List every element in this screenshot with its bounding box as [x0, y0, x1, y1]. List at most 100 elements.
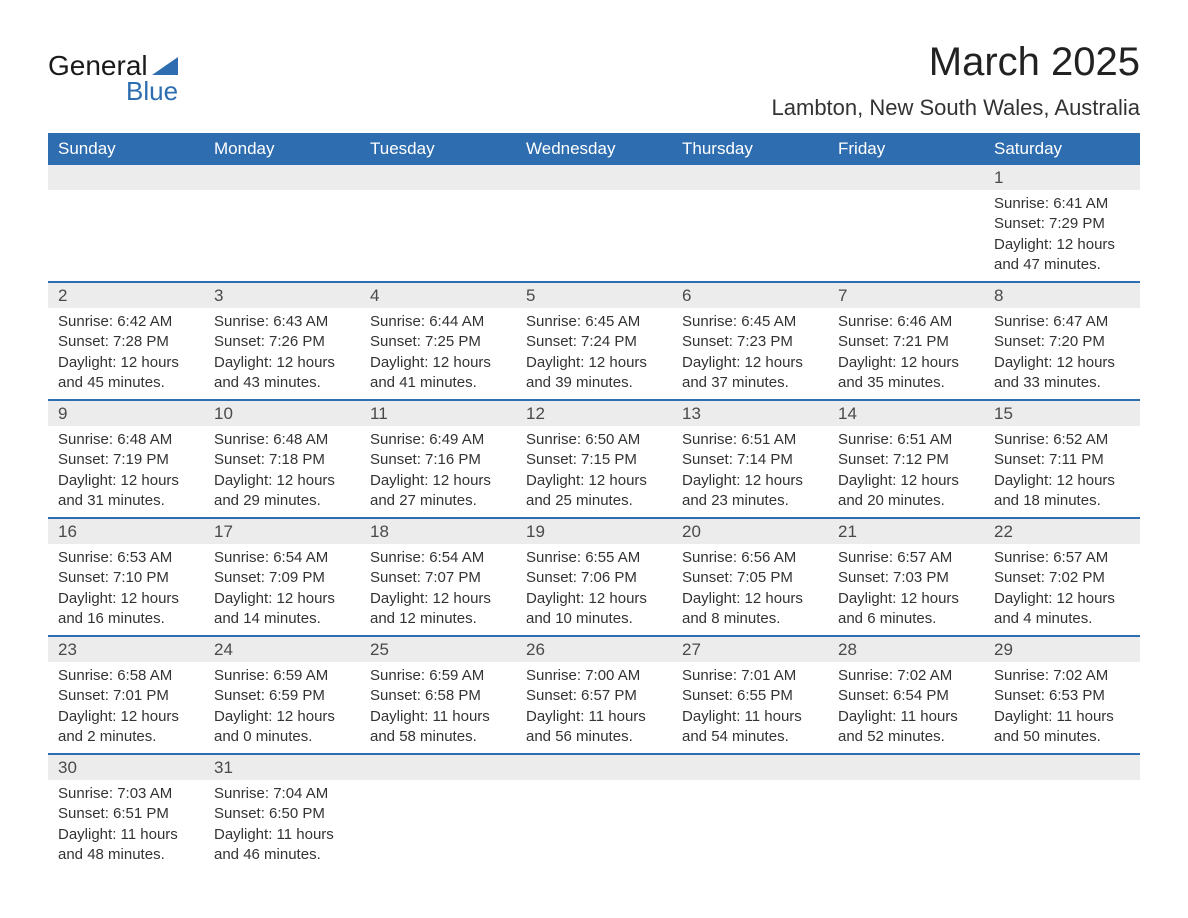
day-cell: Sunrise: 7:02 AMSunset: 6:54 PMDaylight:… — [828, 662, 984, 753]
day-number-row: 23242526272829 — [48, 637, 1140, 662]
day-number: 13 — [672, 401, 828, 426]
day-cell — [672, 780, 828, 871]
day-number: 9 — [48, 401, 204, 426]
day-cell: Sunrise: 7:00 AMSunset: 6:57 PMDaylight:… — [516, 662, 672, 753]
day-number: 4 — [360, 283, 516, 308]
day-number — [984, 755, 1140, 780]
day-cell: Sunrise: 6:59 AMSunset: 6:59 PMDaylight:… — [204, 662, 360, 753]
day-number-row: 9101112131415 — [48, 401, 1140, 426]
day-number: 19 — [516, 519, 672, 544]
day-cell: Sunrise: 6:58 AMSunset: 7:01 PMDaylight:… — [48, 662, 204, 753]
day-cell: Sunrise: 7:02 AMSunset: 6:53 PMDaylight:… — [984, 662, 1140, 753]
day-number: 30 — [48, 755, 204, 780]
day-number: 31 — [204, 755, 360, 780]
day-content-row: Sunrise: 6:41 AMSunset: 7:29 PMDaylight:… — [48, 190, 1140, 281]
day-number: 20 — [672, 519, 828, 544]
day-number: 18 — [360, 519, 516, 544]
month-title: March 2025 — [772, 40, 1140, 85]
day-content-row: Sunrise: 6:48 AMSunset: 7:19 PMDaylight:… — [48, 426, 1140, 517]
col-sunday: Sunday — [48, 133, 204, 165]
day-number: 1 — [984, 165, 1140, 190]
week-row: 16171819202122Sunrise: 6:53 AMSunset: 7:… — [48, 517, 1140, 635]
day-cell: Sunrise: 7:03 AMSunset: 6:51 PMDaylight:… — [48, 780, 204, 871]
day-number: 26 — [516, 637, 672, 662]
day-number — [360, 165, 516, 190]
day-content-row: Sunrise: 7:03 AMSunset: 6:51 PMDaylight:… — [48, 780, 1140, 871]
day-cell: Sunrise: 6:56 AMSunset: 7:05 PMDaylight:… — [672, 544, 828, 635]
day-cell — [672, 190, 828, 281]
day-cell: Sunrise: 7:01 AMSunset: 6:55 PMDaylight:… — [672, 662, 828, 753]
day-number: 23 — [48, 637, 204, 662]
day-number: 2 — [48, 283, 204, 308]
col-wednesday: Wednesday — [516, 133, 672, 165]
day-number: 5 — [516, 283, 672, 308]
day-cell: Sunrise: 6:50 AMSunset: 7:15 PMDaylight:… — [516, 426, 672, 517]
day-number: 7 — [828, 283, 984, 308]
day-cell: Sunrise: 6:54 AMSunset: 7:07 PMDaylight:… — [360, 544, 516, 635]
week-row: 9101112131415Sunrise: 6:48 AMSunset: 7:1… — [48, 399, 1140, 517]
weekday-header-row: Sunday Monday Tuesday Wednesday Thursday… — [48, 133, 1140, 165]
day-number-row: 3031 — [48, 755, 1140, 780]
day-number: 14 — [828, 401, 984, 426]
day-number — [48, 165, 204, 190]
calendar-table: Sunday Monday Tuesday Wednesday Thursday… — [48, 133, 1140, 871]
col-friday: Friday — [828, 133, 984, 165]
day-cell: Sunrise: 6:44 AMSunset: 7:25 PMDaylight:… — [360, 308, 516, 399]
day-cell: Sunrise: 6:59 AMSunset: 6:58 PMDaylight:… — [360, 662, 516, 753]
day-number: 17 — [204, 519, 360, 544]
day-cell: Sunrise: 7:04 AMSunset: 6:50 PMDaylight:… — [204, 780, 360, 871]
day-number: 27 — [672, 637, 828, 662]
day-cell — [48, 190, 204, 281]
day-cell: Sunrise: 6:45 AMSunset: 7:23 PMDaylight:… — [672, 308, 828, 399]
day-cell: Sunrise: 6:53 AMSunset: 7:10 PMDaylight:… — [48, 544, 204, 635]
day-number — [204, 165, 360, 190]
day-number-row: 16171819202122 — [48, 519, 1140, 544]
day-number — [516, 165, 672, 190]
col-thursday: Thursday — [672, 133, 828, 165]
day-number: 3 — [204, 283, 360, 308]
day-cell: Sunrise: 6:49 AMSunset: 7:16 PMDaylight:… — [360, 426, 516, 517]
day-cell: Sunrise: 6:54 AMSunset: 7:09 PMDaylight:… — [204, 544, 360, 635]
day-cell: Sunrise: 6:42 AMSunset: 7:28 PMDaylight:… — [48, 308, 204, 399]
day-cell: Sunrise: 6:52 AMSunset: 7:11 PMDaylight:… — [984, 426, 1140, 517]
day-number: 15 — [984, 401, 1140, 426]
day-cell — [360, 780, 516, 871]
col-monday: Monday — [204, 133, 360, 165]
day-number: 10 — [204, 401, 360, 426]
day-number: 11 — [360, 401, 516, 426]
col-tuesday: Tuesday — [360, 133, 516, 165]
day-number — [516, 755, 672, 780]
day-number: 8 — [984, 283, 1140, 308]
day-content-row: Sunrise: 6:42 AMSunset: 7:28 PMDaylight:… — [48, 308, 1140, 399]
day-cell: Sunrise: 6:47 AMSunset: 7:20 PMDaylight:… — [984, 308, 1140, 399]
logo-text-2: Blue — [126, 76, 178, 107]
day-number — [360, 755, 516, 780]
day-number: 25 — [360, 637, 516, 662]
day-number: 6 — [672, 283, 828, 308]
day-number — [828, 165, 984, 190]
day-cell — [516, 190, 672, 281]
day-cell — [360, 190, 516, 281]
day-cell: Sunrise: 6:57 AMSunset: 7:03 PMDaylight:… — [828, 544, 984, 635]
day-cell: Sunrise: 6:48 AMSunset: 7:18 PMDaylight:… — [204, 426, 360, 517]
day-cell: Sunrise: 6:41 AMSunset: 7:29 PMDaylight:… — [984, 190, 1140, 281]
day-cell: Sunrise: 6:51 AMSunset: 7:14 PMDaylight:… — [672, 426, 828, 517]
day-number: 12 — [516, 401, 672, 426]
day-number: 24 — [204, 637, 360, 662]
day-content-row: Sunrise: 6:53 AMSunset: 7:10 PMDaylight:… — [48, 544, 1140, 635]
day-cell: Sunrise: 6:51 AMSunset: 7:12 PMDaylight:… — [828, 426, 984, 517]
day-number: 21 — [828, 519, 984, 544]
day-cell: Sunrise: 6:48 AMSunset: 7:19 PMDaylight:… — [48, 426, 204, 517]
location-subtitle: Lambton, New South Wales, Australia — [772, 95, 1140, 121]
day-cell: Sunrise: 6:45 AMSunset: 7:24 PMDaylight:… — [516, 308, 672, 399]
page-header: General Blue March 2025 Lambton, New Sou… — [48, 40, 1140, 121]
day-number — [828, 755, 984, 780]
day-number — [672, 755, 828, 780]
day-number-row: 1 — [48, 165, 1140, 190]
day-cell — [828, 190, 984, 281]
week-row: 2345678 Sunrise: 6:42 AMSunset: 7:28 PMDa… — [48, 281, 1140, 399]
day-number: 16 — [48, 519, 204, 544]
week-row: 3031Sunrise: 7:03 AMSunset: 6:51 PMDayli… — [48, 753, 1140, 871]
logo: General Blue — [48, 50, 178, 107]
day-content-row: Sunrise: 6:58 AMSunset: 7:01 PMDaylight:… — [48, 662, 1140, 753]
